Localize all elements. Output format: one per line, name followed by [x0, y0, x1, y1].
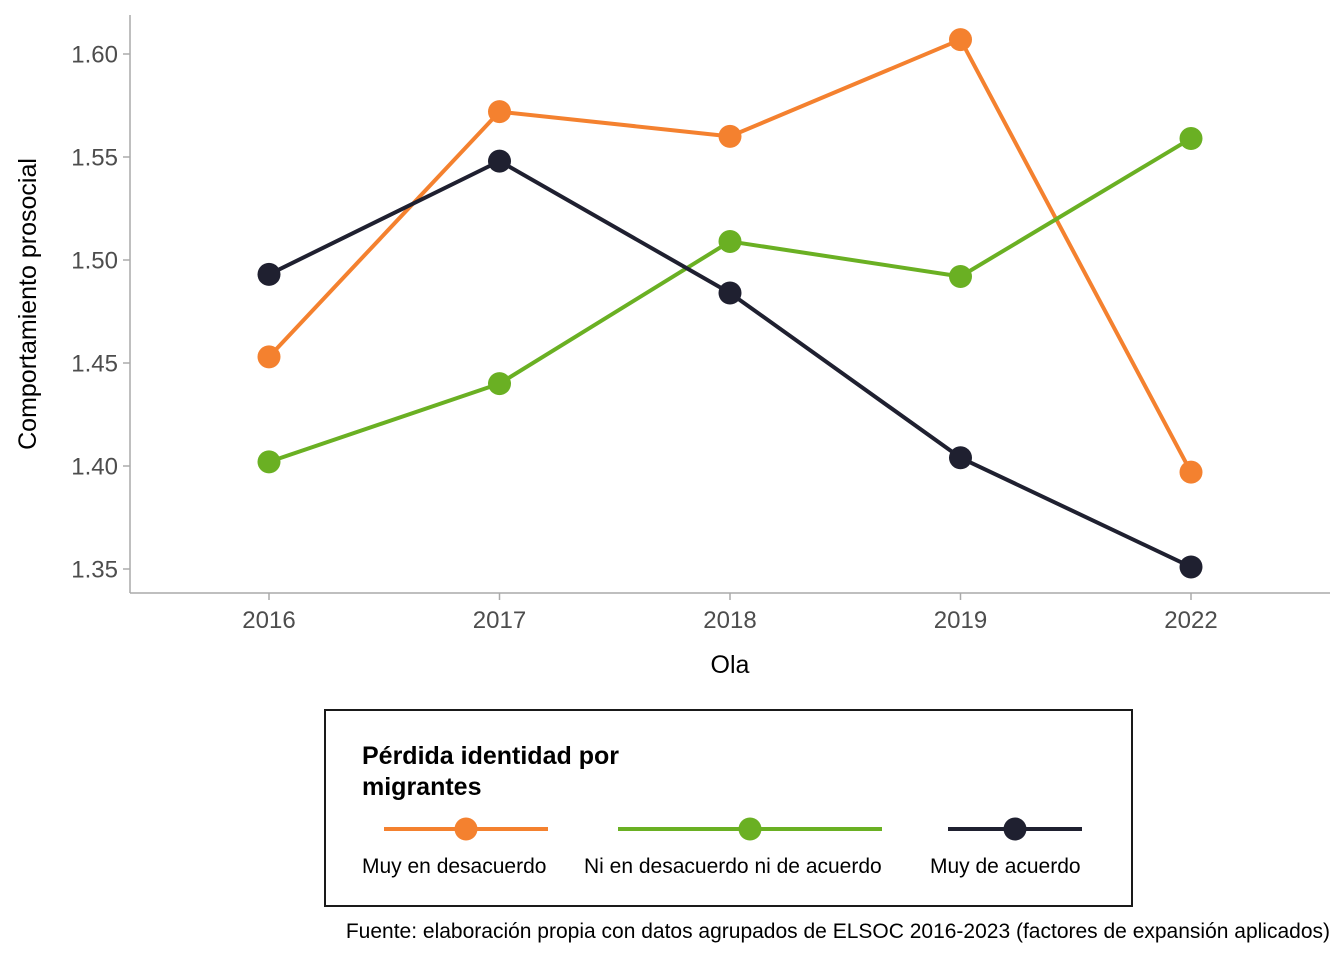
legend-item-ni-en-desacuerdo: Ni en desacuerdo ni de acuerdo [582, 811, 922, 891]
data-point-2-2018 [718, 281, 742, 305]
series-points [257, 28, 1203, 579]
y-tick-label: 1.40 [71, 454, 118, 481]
y-ticks: 1.35 1.40 1.45 1.50 1.55 1.60 [71, 42, 130, 584]
data-point-2-2019 [949, 446, 972, 470]
legend: Pérdida identidad por migrantes Muy en d… [324, 709, 1133, 907]
legend-item-muy-de-acuerdo: Muy de acuerdo [928, 811, 1108, 891]
data-point-1-2018 [718, 229, 742, 253]
y-tick-label: 1.50 [71, 248, 118, 275]
x-tick-label: 2017 [473, 607, 526, 634]
chart-caption: Fuente: elaboración propia con datos agr… [345, 920, 1330, 943]
data-point-0-2019 [949, 28, 972, 52]
legend-key-ni-en-desacuerdo [618, 817, 882, 841]
legend-label-muy-de-acuerdo: Muy de acuerdo [930, 855, 1081, 878]
data-point-1-2022 [1179, 126, 1203, 150]
legend-label-muy-en-desacuerdo: Muy en desacuerdo [362, 855, 547, 878]
data-point-2-2017 [488, 149, 511, 173]
legend-key-muy-de-acuerdo [948, 817, 1082, 841]
x-tick-label: 2019 [934, 607, 987, 634]
legend-key-muy-en-desacuerdo [384, 817, 548, 841]
legend-label-ni-en-desacuerdo: Ni en desacuerdo ni de acuerdo [584, 855, 882, 878]
data-point-2-2016 [257, 262, 281, 286]
legend-key-point [1003, 817, 1027, 841]
x-tick-label: 2022 [1164, 607, 1217, 634]
x-tick-label: 2018 [703, 607, 756, 634]
data-point-1-2017 [488, 372, 511, 396]
data-point-1-2019 [949, 264, 972, 288]
line-chart: 1.351.401.451.501.551.60 2016 2017 2018 201… [14, 15, 1330, 679]
data-point-0-2016 [257, 345, 281, 369]
data-point-1-2016 [257, 450, 281, 474]
data-point-0-2022 [1179, 460, 1203, 484]
data-point-0-2017 [488, 100, 511, 124]
x-ticks: 2016 2017 2018 2019 2022 [242, 593, 1218, 634]
x-axis-title: Ola [711, 651, 750, 679]
legend-key-point [454, 817, 478, 841]
legend-title: Pérdida identidad por migrantes [362, 742, 619, 801]
y-axis-title: Comportamiento prosocial [14, 158, 42, 450]
legend-item-muy-en-desacuerdo: Muy en desacuerdo [362, 811, 582, 891]
y-tick-label: 1.60 [71, 42, 118, 69]
series-line-0 [267, 37, 1193, 475]
x-tick-label: 2016 [242, 607, 295, 634]
legend-key-point [738, 817, 762, 841]
data-point-2-2022 [1179, 555, 1203, 579]
y-tick-label: 1.45 [71, 351, 118, 378]
y-tick-label: 1.35 [71, 557, 118, 584]
data-point-0-2018 [718, 124, 742, 148]
y-tick-label: 1.55 [71, 145, 118, 172]
